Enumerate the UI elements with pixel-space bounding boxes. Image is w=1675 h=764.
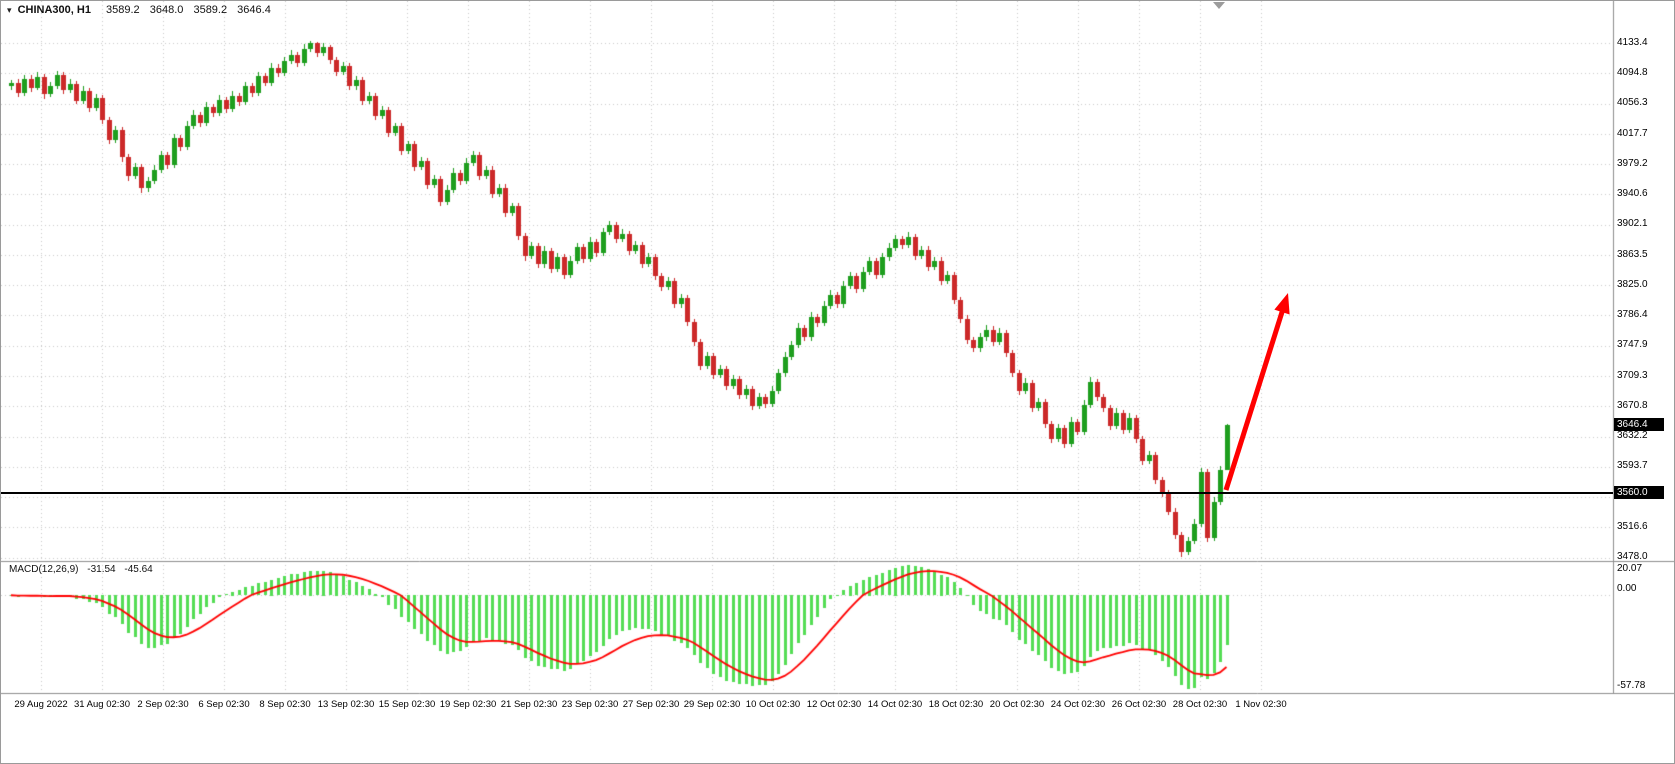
price-axis-label: 4017.7 (1617, 128, 1648, 139)
price-axis-label: 3979.2 (1617, 158, 1648, 169)
time-axis-label: 23 Sep 02:30 (561, 699, 619, 710)
current-price-badge: 3646.4 (1614, 418, 1664, 431)
ohlc-high-value: 3648.0 (149, 4, 184, 16)
trend-arrow-shaft[interactable] (1223, 308, 1286, 491)
price-axis-label: 3825.0 (1617, 279, 1648, 290)
time-axis-label: 24 Oct 02:30 (1050, 699, 1106, 710)
time-axis-label: 14 Oct 02:30 (867, 699, 923, 710)
symbol-dropdown-icon[interactable]: ▾ (7, 5, 12, 15)
time-axis-label: 28 Oct 02:30 (1172, 699, 1228, 710)
time-axis-label: 31 Aug 02:30 (74, 699, 130, 710)
price-axis-label: 4133.4 (1617, 37, 1648, 48)
time-axis-label: 26 Oct 02:30 (1111, 699, 1167, 710)
price-axis-label: 4056.3 (1617, 97, 1648, 108)
price-axis-label: 3478.0 (1617, 551, 1648, 562)
macd-axis-label: -57.78 (1617, 680, 1646, 691)
price-axis-label: 3902.1 (1617, 218, 1648, 229)
time-axis-label: 6 Sep 02:30 (198, 699, 250, 710)
price-axis-label: 4094.8 (1617, 67, 1648, 78)
time-axis-label: 18 Oct 02:30 (928, 699, 984, 710)
time-axis-label: 8 Sep 02:30 (259, 699, 311, 710)
price-axis-label: 3516.6 (1617, 521, 1648, 532)
time-axis-label: 29 Aug 2022 (14, 699, 68, 710)
price-axis-label: 3786.4 (1617, 309, 1648, 320)
time-axis-label: 13 Sep 02:30 (317, 699, 375, 710)
price-axis-label: 3863.5 (1617, 249, 1648, 260)
horizontal-line-object[interactable] (1, 492, 1613, 494)
time-axis-label: 20 Oct 02:30 (989, 699, 1045, 710)
time-axis-label: 2 Sep 02:30 (137, 699, 189, 710)
time-axis-label: 1 Nov 02:30 (1235, 699, 1287, 710)
price-axis[interactable]: 4133.4 4094.8 4056.3 4017.7 3979.2 3940.6 3902… (1613, 1, 1674, 713)
macd-indicator-header: MACD(12,26,9) -31.54 -45.64 (9, 564, 159, 575)
price-axis-label: 3747.9 (1617, 339, 1648, 350)
time-axis-label: 10 Oct 02:30 (745, 699, 801, 710)
ohlc-close-value: 3646.4 (237, 4, 271, 16)
time-axis-label: 27 Sep 02:30 (622, 699, 680, 710)
ohlc-open-value: 3589.2 (106, 4, 140, 16)
time-axis-label: 29 Sep 02:30 (683, 699, 741, 710)
macd-axis-label: 20.07 (1617, 563, 1643, 574)
symbol-timeframe-label: CHINA300, H1 (17, 4, 91, 16)
ohlc-low-value: 3589.2 (193, 4, 228, 16)
price-axis-label: 3709.3 (1617, 370, 1648, 381)
time-axis-label: 19 Sep 02:30 (439, 699, 497, 710)
hline-price-badge: 3560.0 (1614, 486, 1664, 499)
price-axis-label: 3940.6 (1617, 188, 1648, 199)
macd-signal-value: -45.64 (124, 564, 153, 575)
time-axis-label: 21 Sep 02:30 (500, 699, 558, 710)
time-axis-label: 15 Sep 02:30 (378, 699, 436, 710)
chart-header: ▾ CHINA300, H1 3589.2 3648.0 3589.2 3646… (7, 4, 271, 16)
macd-indicator-label: MACD(12,26,9) (9, 564, 79, 575)
chart-shift-marker (1213, 2, 1225, 9)
macd-axis-label: 0.00 (1617, 583, 1637, 594)
price-axis-label: 3632.2 (1617, 430, 1648, 441)
price-axis-label: 3593.7 (1617, 460, 1648, 471)
trend-arrow-head[interactable] (1274, 293, 1290, 315)
macd-main-value: -31.54 (87, 564, 116, 575)
price-axis-label: 3670.8 (1617, 400, 1648, 411)
time-axis-label: 12 Oct 02:30 (806, 699, 862, 710)
time-axis[interactable]: 29 Aug 2022 31 Aug 02:30 2 Sep 02:30 6 Sep … (1, 693, 1613, 717)
